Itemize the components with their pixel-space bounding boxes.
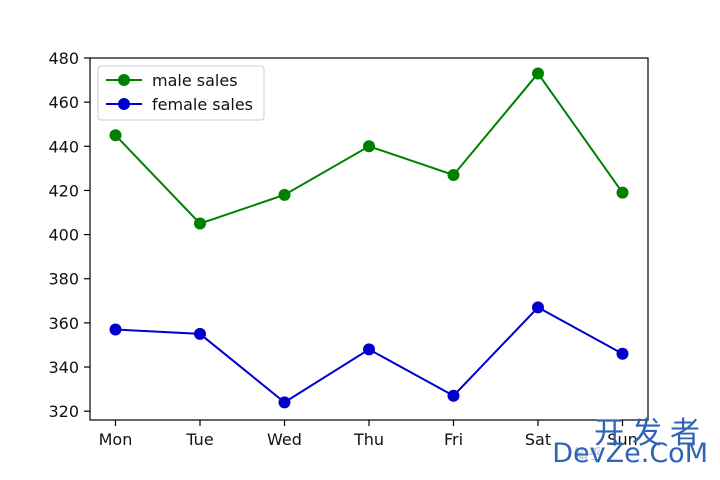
y-tick-label: 380 [48,270,79,289]
watermark-small-text: 知乎 [574,447,602,463]
series-male-sales [109,67,629,230]
data-point [109,323,122,336]
y-tick-label: 420 [48,181,79,200]
x-tick-label: Sun [607,430,637,449]
legend-label: male sales [152,71,238,90]
y-tick-label: 400 [48,226,79,245]
x-tick-label: Wed [267,430,302,449]
y-tick-label: 440 [48,137,79,156]
legend-marker [118,74,130,86]
data-point [194,217,206,230]
x-tick-label: Mon [99,430,133,449]
legend-item: male sales [106,71,238,90]
data-point [363,140,375,153]
legend-marker [118,98,130,110]
x-axis: Mon Tue Wed Thu Fri Sat Sun [99,420,638,449]
data-point [363,343,375,356]
data-point [194,327,206,340]
y-tick-label: 480 [48,49,79,68]
x-tick-label: Sat [525,430,551,449]
x-tick-label: Fri [444,430,463,449]
data-point [447,168,460,181]
y-tick-label: 360 [48,314,79,333]
data-point [278,396,291,409]
x-tick-label: Thu [353,430,384,449]
watermark-logo: 开发者 知乎 DevZe.CoM [552,408,712,472]
legend: male sales female sales [97,65,265,121]
series-layer [109,67,629,409]
data-point [616,347,629,360]
y-tick-label: 340 [48,358,79,377]
y-axis: 320 340 360 380 400 420 440 460 480 [48,49,90,421]
y-tick-label: 460 [48,93,79,112]
data-point [278,188,291,201]
y-tick-label: 320 [48,402,79,421]
x-tick-label: Tue [185,430,213,449]
data-point [532,67,544,80]
watermark-top-text: 开发者 [594,416,708,451]
legend-label: female sales [152,95,253,114]
series-female-sales [109,301,629,409]
legend-item: female sales [106,95,253,114]
data-point [109,129,122,142]
data-point [616,186,629,199]
data-point [447,389,460,402]
data-point [532,301,544,314]
watermark-bottom-text: DevZe.CoM [552,438,708,469]
